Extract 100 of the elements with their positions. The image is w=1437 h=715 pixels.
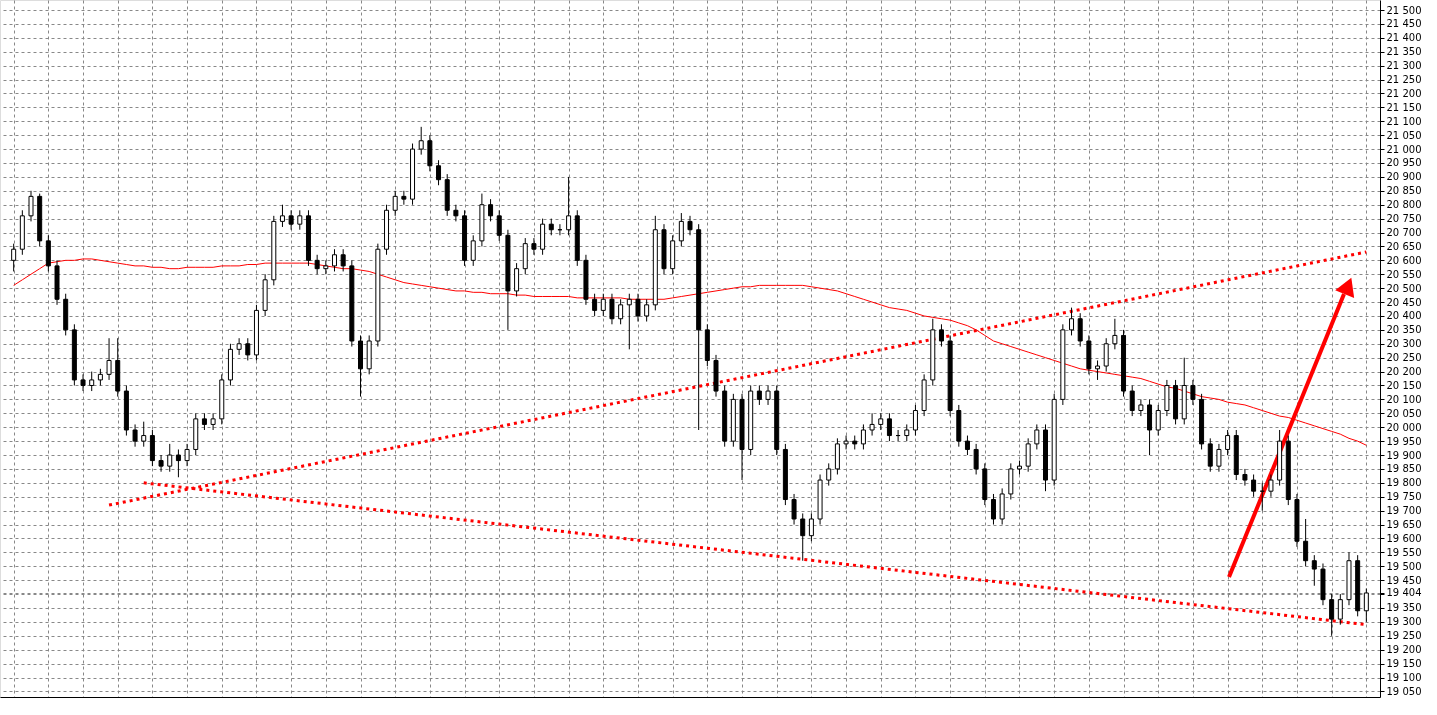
y-tick-label: 20 200 bbox=[1386, 366, 1422, 378]
y-tick-label: 20 850 bbox=[1386, 185, 1422, 197]
y-tick-label: 19 404 bbox=[1386, 587, 1422, 599]
candlestick bbox=[1155, 404, 1161, 437]
y-tick-label: 19 850 bbox=[1386, 463, 1422, 475]
y-tick-label: 19 300 bbox=[1386, 616, 1422, 628]
candlestick bbox=[488, 198, 494, 222]
y-tick-label: 21 150 bbox=[1386, 101, 1422, 113]
candlestick bbox=[496, 209, 502, 242]
candlestick bbox=[245, 337, 251, 361]
candlestick bbox=[964, 435, 970, 456]
y-tick-label: 20 750 bbox=[1386, 213, 1422, 225]
y-tick-label: 20 800 bbox=[1386, 199, 1422, 211]
y-tick-label: 20 350 bbox=[1386, 324, 1422, 336]
candlestick bbox=[514, 262, 520, 297]
candlestick bbox=[11, 243, 17, 272]
candlestick bbox=[609, 293, 615, 325]
candlestick bbox=[566, 176, 572, 236]
candlestick bbox=[800, 512, 806, 562]
candlestick bbox=[167, 443, 173, 473]
candlestick bbox=[826, 462, 832, 487]
y-tick-label: 20 100 bbox=[1386, 393, 1422, 405]
y-tick-label: 19 450 bbox=[1386, 574, 1422, 586]
y-tick-label: 19 950 bbox=[1386, 435, 1422, 447]
candlestick bbox=[592, 293, 598, 317]
y-tick-label: 21 350 bbox=[1386, 46, 1422, 58]
y-tick-label: 20 700 bbox=[1386, 227, 1422, 239]
y-tick-label: 20 000 bbox=[1386, 421, 1422, 433]
y-tick-label: 21 050 bbox=[1386, 129, 1422, 141]
candlestick bbox=[912, 404, 918, 437]
candlestick bbox=[600, 293, 606, 317]
candlestick bbox=[869, 412, 875, 437]
candlestick bbox=[1095, 359, 1101, 381]
y-tick-label: 20 250 bbox=[1386, 352, 1422, 364]
y-tick-label: 19 550 bbox=[1386, 546, 1422, 558]
candlestick bbox=[297, 209, 303, 231]
candlestick bbox=[436, 159, 442, 186]
candlestick bbox=[1225, 429, 1231, 456]
candlestick bbox=[1069, 307, 1075, 336]
candlestick bbox=[1138, 398, 1144, 417]
candlestick bbox=[89, 371, 95, 392]
y-tick-label: 21 250 bbox=[1386, 74, 1422, 86]
y-tick-label: 19 200 bbox=[1386, 644, 1422, 656]
candlestick bbox=[80, 373, 86, 392]
candlestick bbox=[618, 298, 624, 325]
candlestick bbox=[1103, 337, 1109, 373]
candlestick bbox=[1129, 384, 1135, 417]
candlestick bbox=[973, 443, 979, 475]
candlestick bbox=[808, 512, 814, 542]
candlestick bbox=[236, 337, 242, 356]
candlestick bbox=[184, 443, 190, 467]
candlestick bbox=[1216, 443, 1222, 473]
candlestick bbox=[765, 384, 771, 406]
y-tick-label: 19 900 bbox=[1386, 449, 1422, 461]
candlestick bbox=[1242, 468, 1248, 487]
y-tick-label: 19 150 bbox=[1386, 658, 1422, 670]
y-tick-label: 21 500 bbox=[1386, 4, 1422, 16]
y-tick-label: 19 700 bbox=[1386, 505, 1422, 517]
candlestick bbox=[756, 384, 762, 406]
y-tick-label: 20 300 bbox=[1386, 338, 1422, 350]
y-tick-label: 19 750 bbox=[1386, 491, 1422, 503]
y-tick-label: 20 950 bbox=[1386, 157, 1422, 169]
candlestick bbox=[626, 293, 632, 350]
y-tick-label: 20 150 bbox=[1386, 379, 1422, 391]
candlestick bbox=[210, 412, 216, 431]
y-tick-label: 19 050 bbox=[1386, 685, 1422, 697]
y-tick-label: 19 100 bbox=[1386, 672, 1422, 684]
candlestick bbox=[418, 126, 424, 156]
y-tick-label: 19 650 bbox=[1386, 519, 1422, 531]
candlestick bbox=[28, 190, 34, 222]
candlestick bbox=[401, 190, 407, 206]
candlestick bbox=[1303, 518, 1309, 567]
y-tick-label: 21 300 bbox=[1386, 60, 1422, 72]
candlestick bbox=[175, 448, 181, 478]
y-tick-label: 20 450 bbox=[1386, 296, 1422, 308]
candlestick bbox=[314, 254, 320, 275]
candlestick bbox=[644, 298, 650, 323]
y-tick-label: 19 250 bbox=[1386, 630, 1422, 642]
candlestick bbox=[1112, 318, 1118, 350]
y-tick-label: 20 650 bbox=[1386, 240, 1422, 252]
candlestick bbox=[453, 204, 459, 222]
y-tick-label: 21 000 bbox=[1386, 143, 1422, 155]
y-tick-label: 21 200 bbox=[1386, 87, 1422, 99]
candlestick bbox=[1363, 588, 1369, 623]
candlestick bbox=[860, 423, 866, 450]
y-tick-label: 19 350 bbox=[1386, 602, 1422, 614]
candlestick bbox=[1077, 312, 1083, 348]
y-tick-label: 20 500 bbox=[1386, 282, 1422, 294]
y-tick-label: 20 050 bbox=[1386, 407, 1422, 419]
candlestick bbox=[340, 248, 346, 272]
y-tick-label: 21 400 bbox=[1386, 32, 1422, 44]
candlestick bbox=[106, 337, 112, 381]
candlestick bbox=[938, 323, 944, 348]
y-tick-label: 19 800 bbox=[1386, 477, 1422, 489]
y-tick-label: 20 400 bbox=[1386, 310, 1422, 322]
y-tick-label: 19 600 bbox=[1386, 532, 1422, 544]
candlestick bbox=[141, 421, 147, 448]
candlestick bbox=[132, 423, 138, 448]
candlestick bbox=[843, 435, 849, 450]
candlestick bbox=[1268, 473, 1274, 498]
